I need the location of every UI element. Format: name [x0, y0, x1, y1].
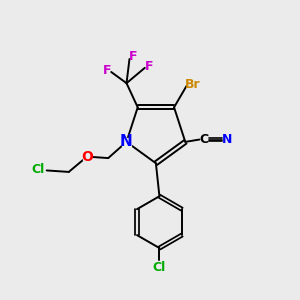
Text: Cl: Cl	[153, 261, 166, 274]
Text: F: F	[103, 64, 111, 77]
Bar	[82, 153, 91, 160]
Text: N: N	[120, 134, 133, 149]
Text: C: C	[200, 133, 209, 146]
Text: F: F	[145, 60, 153, 73]
Text: F: F	[129, 50, 137, 63]
Bar	[122, 138, 131, 146]
Text: N: N	[222, 133, 233, 146]
Text: Cl: Cl	[32, 164, 45, 176]
Text: Br: Br	[185, 78, 201, 91]
Text: O: O	[81, 150, 93, 164]
